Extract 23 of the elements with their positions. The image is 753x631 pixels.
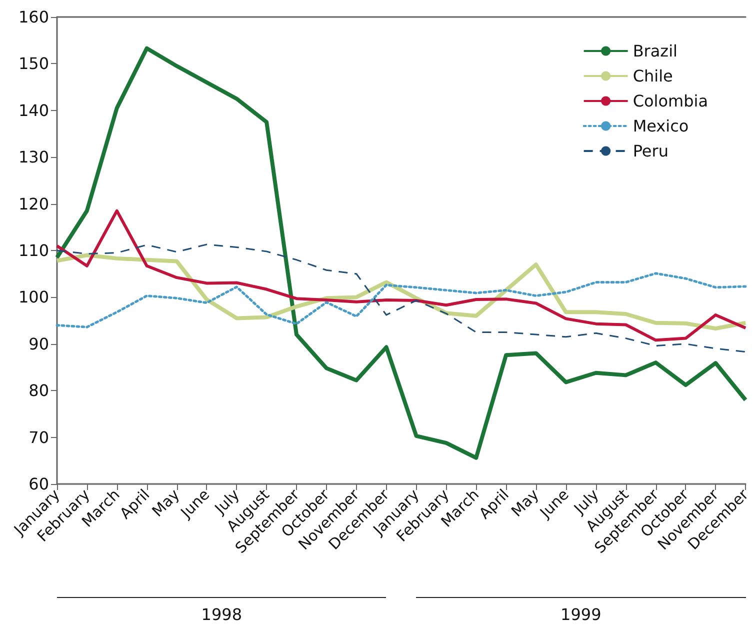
legend-label: Brazil bbox=[632, 42, 678, 60]
y-tick-label: 100 bbox=[18, 288, 49, 307]
line-series bbox=[56, 209, 748, 342]
line-series bbox=[55, 253, 748, 330]
legend-label: Chile bbox=[632, 66, 673, 86]
y-tick-label: 160 bbox=[18, 8, 49, 26]
line-series bbox=[56, 244, 746, 353]
y-tick-label: 130 bbox=[18, 148, 49, 167]
y-tick-label: 150 bbox=[18, 54, 49, 74]
legend-label: Mexico bbox=[632, 116, 689, 136]
y-tick-label: 120 bbox=[18, 194, 49, 214]
line-series bbox=[55, 46, 748, 460]
text: 1998 bbox=[201, 605, 242, 624]
y-tick-label: 110 bbox=[18, 241, 49, 260]
y-tick-label: 60 bbox=[28, 474, 49, 494]
y-tick-label: 70 bbox=[28, 428, 49, 447]
y-tick-label: 90 bbox=[28, 334, 49, 354]
y-tick-label: 140 bbox=[18, 100, 49, 120]
legend-label: Peru bbox=[632, 142, 668, 160]
legend-label: Colombia bbox=[632, 92, 708, 110]
y-tick-label: 80 bbox=[28, 381, 49, 400]
line-series bbox=[56, 272, 747, 328]
text: 1999 bbox=[560, 605, 602, 624]
